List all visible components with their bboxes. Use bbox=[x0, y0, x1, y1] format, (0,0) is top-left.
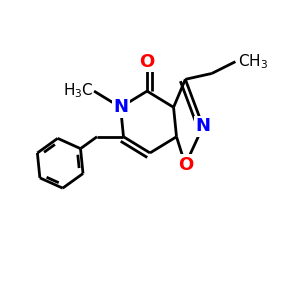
Text: O: O bbox=[140, 53, 155, 71]
Text: N: N bbox=[196, 117, 211, 135]
Text: H$_3$C: H$_3$C bbox=[63, 82, 94, 100]
Text: CH$_3$: CH$_3$ bbox=[238, 52, 268, 71]
Text: N: N bbox=[113, 98, 128, 116]
Text: O: O bbox=[178, 156, 193, 174]
